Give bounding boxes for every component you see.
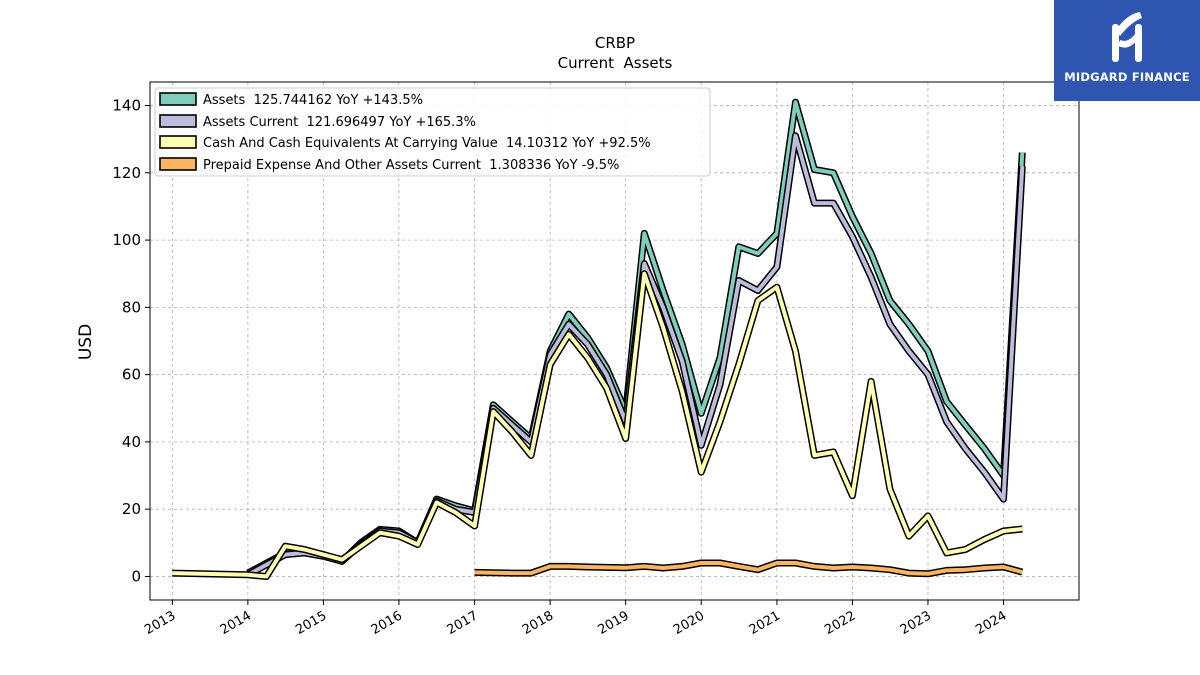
- x-tick-label: 2013: [142, 608, 178, 638]
- x-tick-label: 2023: [898, 608, 934, 638]
- legend: Assets 125.744162 YoY +143.5% Assets Cur…: [154, 87, 711, 177]
- legend-swatch-cash: [159, 135, 197, 149]
- x-tick-label: 2024: [973, 608, 1009, 638]
- x-axis-ticks: 2013 2014 2015 2016 2017 2018 2019 2020 2021 2022…: [142, 600, 1009, 638]
- x-tick-label: 2019: [596, 608, 632, 638]
- x-tick-label: 2014: [218, 608, 254, 638]
- x-tick-label: 2020: [671, 608, 707, 638]
- legend-label-assets-current: Assets Current 121.696497 YoY +165.3%: [203, 115, 476, 130]
- y-tick-label: 20: [122, 500, 141, 518]
- legend-box: [154, 87, 711, 177]
- x-tick-label: 2016: [369, 608, 405, 638]
- y-tick-label: 120: [112, 164, 141, 182]
- x-tick-label: 2018: [520, 608, 556, 638]
- y-tick-label: 40: [122, 433, 141, 451]
- series-outline-2: [172, 270, 1023, 580]
- plot-frame: [149, 81, 1080, 601]
- legend-label-prepaid: Prepaid Expense And Other Assets Current…: [203, 158, 619, 173]
- brand-logo: MIDGARD FINANCE: [1054, 0, 1200, 101]
- y-tick-label: 140: [112, 97, 141, 115]
- x-tick-label: 2015: [293, 608, 329, 638]
- series-line-3: [474, 561, 1023, 576]
- y-axis-label: USD: [76, 324, 96, 360]
- series-line-2: [172, 271, 1023, 579]
- x-tick-label: 2022: [822, 608, 858, 638]
- chart-subtitle: Current Assets: [558, 54, 673, 72]
- x-tick-label: 2021: [747, 608, 783, 638]
- legend-label-assets: Assets 125.744162 YoY +143.5%: [203, 93, 423, 108]
- legend-swatch-assets: [159, 92, 197, 106]
- y-tick-label: 60: [122, 366, 141, 384]
- legend-swatch-assets-current: [159, 114, 197, 128]
- y-tick-label: 80: [122, 298, 141, 316]
- y-axis-ticks: 0 20 40 60 80 100 120 140: [112, 97, 150, 585]
- legend-label-cash: Cash And Cash Equivalents At Carrying Va…: [203, 136, 651, 151]
- chart-title: CRBP: [595, 34, 635, 52]
- y-tick-label: 0: [131, 567, 141, 585]
- legend-swatch-prepaid: [159, 157, 197, 171]
- y-tick-label: 100: [112, 231, 141, 249]
- series-lines: [172, 98, 1026, 580]
- midgard-logo-icon: [1112, 12, 1142, 62]
- x-tick-label: 2017: [444, 608, 480, 638]
- brand-name: MIDGARD FINANCE: [1064, 70, 1190, 84]
